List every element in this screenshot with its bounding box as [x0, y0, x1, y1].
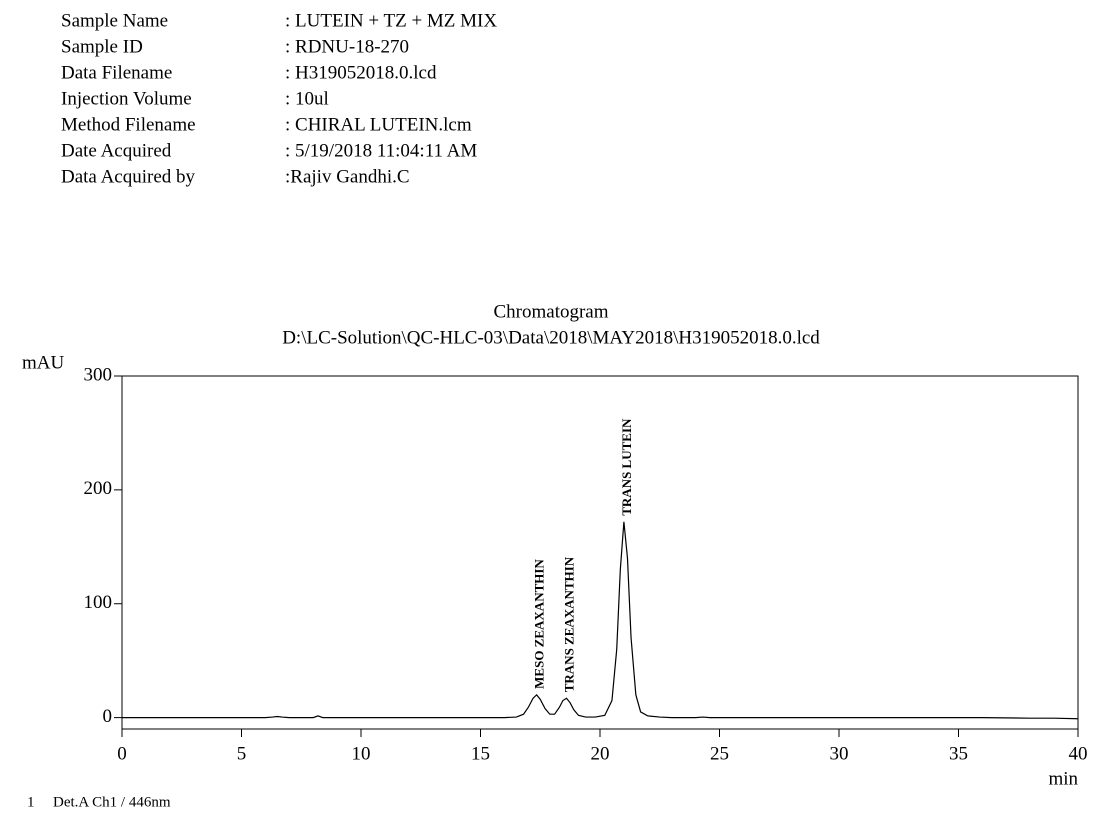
y-tick-label: 200	[84, 478, 113, 499]
field-label: Data Acquired by	[61, 166, 196, 187]
field-value: :Rajiv Gandhi.C	[285, 166, 410, 187]
x-tick-label: 25	[710, 743, 729, 764]
legend-entry: Det.A Ch1 / 446nm	[53, 794, 171, 810]
field-value: : 5/19/2018 11:04:11 AM	[285, 140, 477, 161]
footer-index: 1	[27, 794, 35, 810]
trace	[122, 521, 1079, 720]
field-label: Data Filename	[61, 62, 172, 83]
field-label: Sample Name	[61, 10, 168, 31]
x-tick-label: 20	[591, 743, 610, 764]
field-value: : 10ul	[285, 88, 329, 109]
y-axis-label: mAU	[22, 352, 65, 373]
field-value: : LUTEIN + TZ + MZ MIX	[285, 10, 497, 31]
x-axis-label: min	[1048, 768, 1078, 789]
field-value: : CHIRAL LUTEIN.lcm	[285, 114, 472, 135]
peak-label: TRANS ZEAXANTHIN	[562, 556, 577, 692]
y-tick-label: 100	[84, 592, 113, 613]
x-tick-label: 10	[352, 743, 371, 764]
field-label: Injection Volume	[61, 88, 192, 109]
x-tick-label: 15	[471, 743, 490, 764]
x-tick-label: 30	[830, 743, 849, 764]
chart-subtitle: D:\LC-Solution\QC-HLC-03\Data\2018\MAY20…	[282, 327, 820, 348]
x-tick-label: 40	[1069, 743, 1088, 764]
field-label: Sample ID	[61, 36, 143, 57]
peak-label: MESO ZEAXANTHIN	[532, 559, 547, 689]
plot-frame	[121, 375, 1079, 730]
x-tick-label: 0	[117, 743, 127, 764]
peak-label: TRANS LUTEIN	[619, 418, 634, 516]
field-label: Date Acquired	[61, 140, 172, 161]
y-tick-label: 300	[84, 364, 113, 385]
y-tick-label: 0	[103, 706, 113, 727]
x-tick-label: 35	[949, 743, 968, 764]
x-tick-label: 5	[237, 743, 247, 764]
field-label: Method Filename	[61, 114, 196, 135]
field-value: : RDNU-18-270	[285, 36, 409, 57]
chart-title: Chromatogram	[493, 301, 608, 322]
field-value: : H319052018.0.lcd	[285, 62, 437, 83]
